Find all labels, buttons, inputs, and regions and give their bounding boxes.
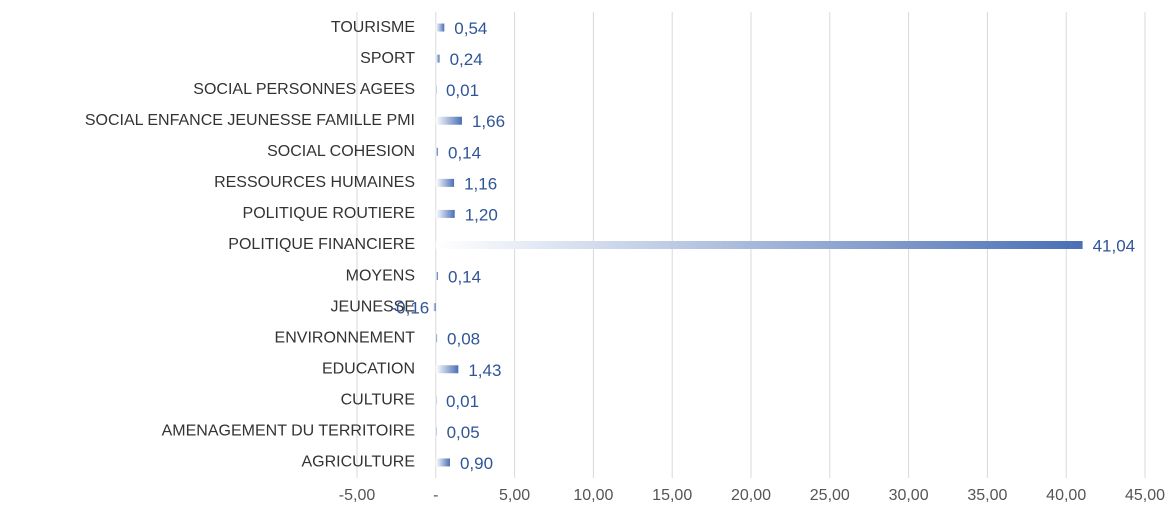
y-tick-label: JEUNESSE xyxy=(331,298,415,315)
bar xyxy=(435,147,439,156)
y-tick-label: CULTURE xyxy=(341,392,415,409)
data-label: -0,16 xyxy=(391,299,430,318)
x-tick-label: 15,00 xyxy=(652,487,692,504)
data-label: 1,43 xyxy=(468,361,501,380)
data-label: 0,05 xyxy=(447,423,480,442)
x-tick-label: -5,00 xyxy=(339,487,376,504)
data-label: 0,90 xyxy=(460,454,493,473)
data-label: 0,24 xyxy=(450,50,483,69)
bar xyxy=(433,303,436,312)
bar xyxy=(435,396,437,405)
data-label: 1,16 xyxy=(464,174,497,193)
x-tick-label: 5,00 xyxy=(499,487,530,504)
bar xyxy=(435,365,459,374)
x-tick-label: 30,00 xyxy=(889,487,929,504)
x-tick-label: 40,00 xyxy=(1046,487,1086,504)
data-label: 0,14 xyxy=(448,268,481,287)
x-tick-label: 35,00 xyxy=(967,487,1007,504)
data-label: 0,01 xyxy=(446,81,479,100)
y-tick-label: MOYENS xyxy=(346,267,415,284)
y-tick-label: POLITIQUE ROUTIERE xyxy=(243,205,415,222)
x-tick-label: 45,00 xyxy=(1125,487,1165,504)
y-tick-label: TOURISME xyxy=(331,19,415,36)
y-tick-label: POLITIQUE FINANCIERE xyxy=(228,236,415,253)
bar xyxy=(435,54,440,63)
y-tick-label: SOCIAL PERSONNES AGEES xyxy=(193,81,415,98)
y-tick-label: SOCIAL ENFANCE JEUNESSE FAMILLE PMI xyxy=(85,112,415,129)
bar xyxy=(435,178,455,187)
y-tick-label: AGRICULTURE xyxy=(302,454,416,471)
data-label: 1,66 xyxy=(472,112,505,131)
y-tick-label: ENVIRONNEMENT xyxy=(275,329,416,346)
data-label: 41,04 xyxy=(1093,236,1136,255)
bar xyxy=(435,272,439,281)
bar xyxy=(435,116,462,125)
bar xyxy=(435,458,450,467)
y-tick-label: AMENAGEMENT DU TERRITOIRE xyxy=(162,423,415,440)
y-tick-label: EDUCATION xyxy=(322,360,415,377)
y-tick-label: SPORT xyxy=(360,50,415,67)
bar xyxy=(435,334,438,343)
data-label: 0,54 xyxy=(454,19,487,38)
bar xyxy=(435,23,445,32)
data-label: 0,14 xyxy=(448,143,481,162)
x-tick-label: 10,00 xyxy=(573,487,613,504)
x-tick-label: 25,00 xyxy=(810,487,850,504)
bar xyxy=(435,241,1083,249)
data-label: 0,01 xyxy=(446,392,479,411)
y-tick-label: SOCIAL COHESION xyxy=(267,143,415,160)
bar xyxy=(435,209,455,218)
data-label: 0,08 xyxy=(447,330,480,349)
bar xyxy=(435,85,437,94)
data-label: 1,20 xyxy=(465,205,498,224)
x-tick-label: - xyxy=(433,487,438,504)
x-tick-label: 20,00 xyxy=(731,487,771,504)
y-tick-label: RESSOURCES HUMAINES xyxy=(214,174,415,191)
bar xyxy=(435,427,437,436)
